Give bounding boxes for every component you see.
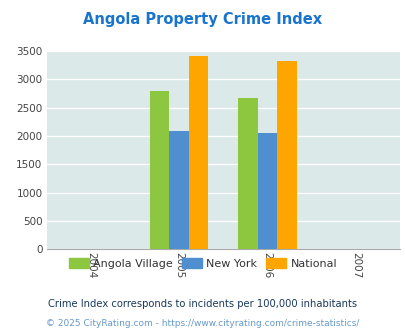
Text: © 2025 CityRating.com - https://www.cityrating.com/crime-statistics/: © 2025 CityRating.com - https://www.city… (46, 319, 359, 328)
Bar (169, 131, 188, 249)
Legend: Angola Village, New York, National: Angola Village, New York, National (64, 254, 341, 273)
Text: Crime Index corresponds to incidents per 100,000 inhabitants: Crime Index corresponds to incidents per… (48, 299, 357, 309)
Bar (188, 56, 208, 249)
Text: Angola Property Crime Index: Angola Property Crime Index (83, 12, 322, 26)
Bar (238, 98, 257, 249)
Bar (257, 133, 277, 249)
Bar (149, 91, 169, 249)
Bar (277, 61, 296, 249)
